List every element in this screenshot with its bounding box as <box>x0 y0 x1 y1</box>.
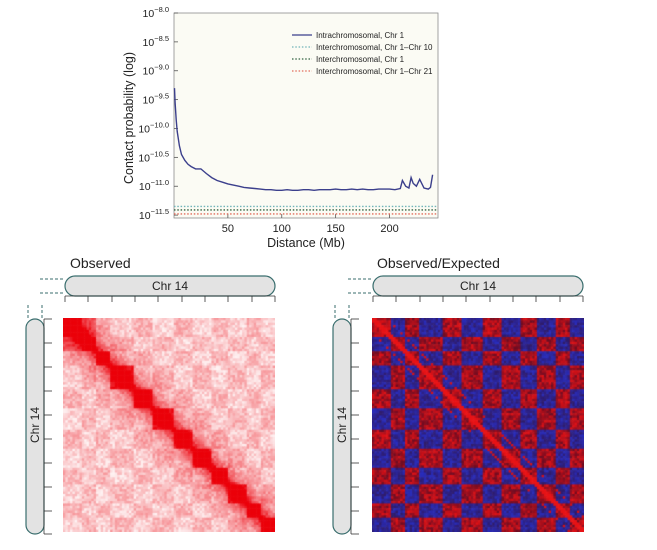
y-tick-label: 10−11.5 <box>139 207 169 222</box>
y-tick-label: 10−8.0 <box>143 5 170 20</box>
observed-expected-heatmap <box>372 318 584 532</box>
x-tick-label: 200 <box>380 223 398 235</box>
y-axis-label: Contact probability (log) <box>122 52 136 184</box>
oe-chromosome-ideogram-top: Chr 14 <box>348 275 584 302</box>
legend-label: Interchromosomal, Chr 1–Chr 21 <box>316 67 433 76</box>
y-tick-label: 10−10.5 <box>138 149 169 164</box>
series-line-intrachromosomal <box>173 88 434 192</box>
legend-label: Interchromosomal, Chr 1 <box>316 55 405 64</box>
x-axis: 50 100 150 200 <box>222 214 399 235</box>
x-tick-label: 50 <box>222 223 234 235</box>
contact-probability-chart: 10−8.0 10−8.5 10−9.0 10−9.5 10−10.0 10−10.5 10… <box>122 5 439 250</box>
oe-top-chr-label: Chr 14 <box>460 279 496 293</box>
legend-label: Intrachromosomal, Chr 1 <box>316 31 405 40</box>
observed-chromosome-ideogram-left: Chr 14 <box>25 305 52 535</box>
oe-left-chr-label: Chr 14 <box>335 407 349 443</box>
observed-left-chr-label: Chr 14 <box>28 407 42 443</box>
legend-label: Interchromosomal, Chr 1–Chr 10 <box>316 43 433 52</box>
observed-heatmap <box>63 318 275 532</box>
y-tick-label: 10−10.0 <box>138 120 169 135</box>
legend: Intrachromosomal, Chr 1 Interchromosomal,… <box>292 31 433 76</box>
observed-title: Observed <box>70 255 131 271</box>
reference-lines <box>174 205 438 215</box>
y-tick-label: 10−11.0 <box>139 178 169 193</box>
y-tick-label: 10−9.5 <box>143 92 170 107</box>
observed-chromosome-ideogram-top: Chr 14 <box>40 275 276 302</box>
observed-expected-title: Observed/Expected <box>377 255 500 271</box>
x-axis-label: Distance (Mb) <box>267 236 345 250</box>
y-tick-label: 10−8.5 <box>143 34 170 49</box>
y-axis: 10−8.0 10−8.5 10−9.0 10−9.5 10−10.0 10−10.5 10… <box>138 5 178 222</box>
x-tick-label: 100 <box>273 223 291 235</box>
y-tick-label: 10−9.0 <box>143 63 170 78</box>
oe-chromosome-ideogram-left: Chr 14 <box>332 305 359 535</box>
observed-top-chr-label: Chr 14 <box>152 279 188 293</box>
x-tick-label: 150 <box>326 223 344 235</box>
